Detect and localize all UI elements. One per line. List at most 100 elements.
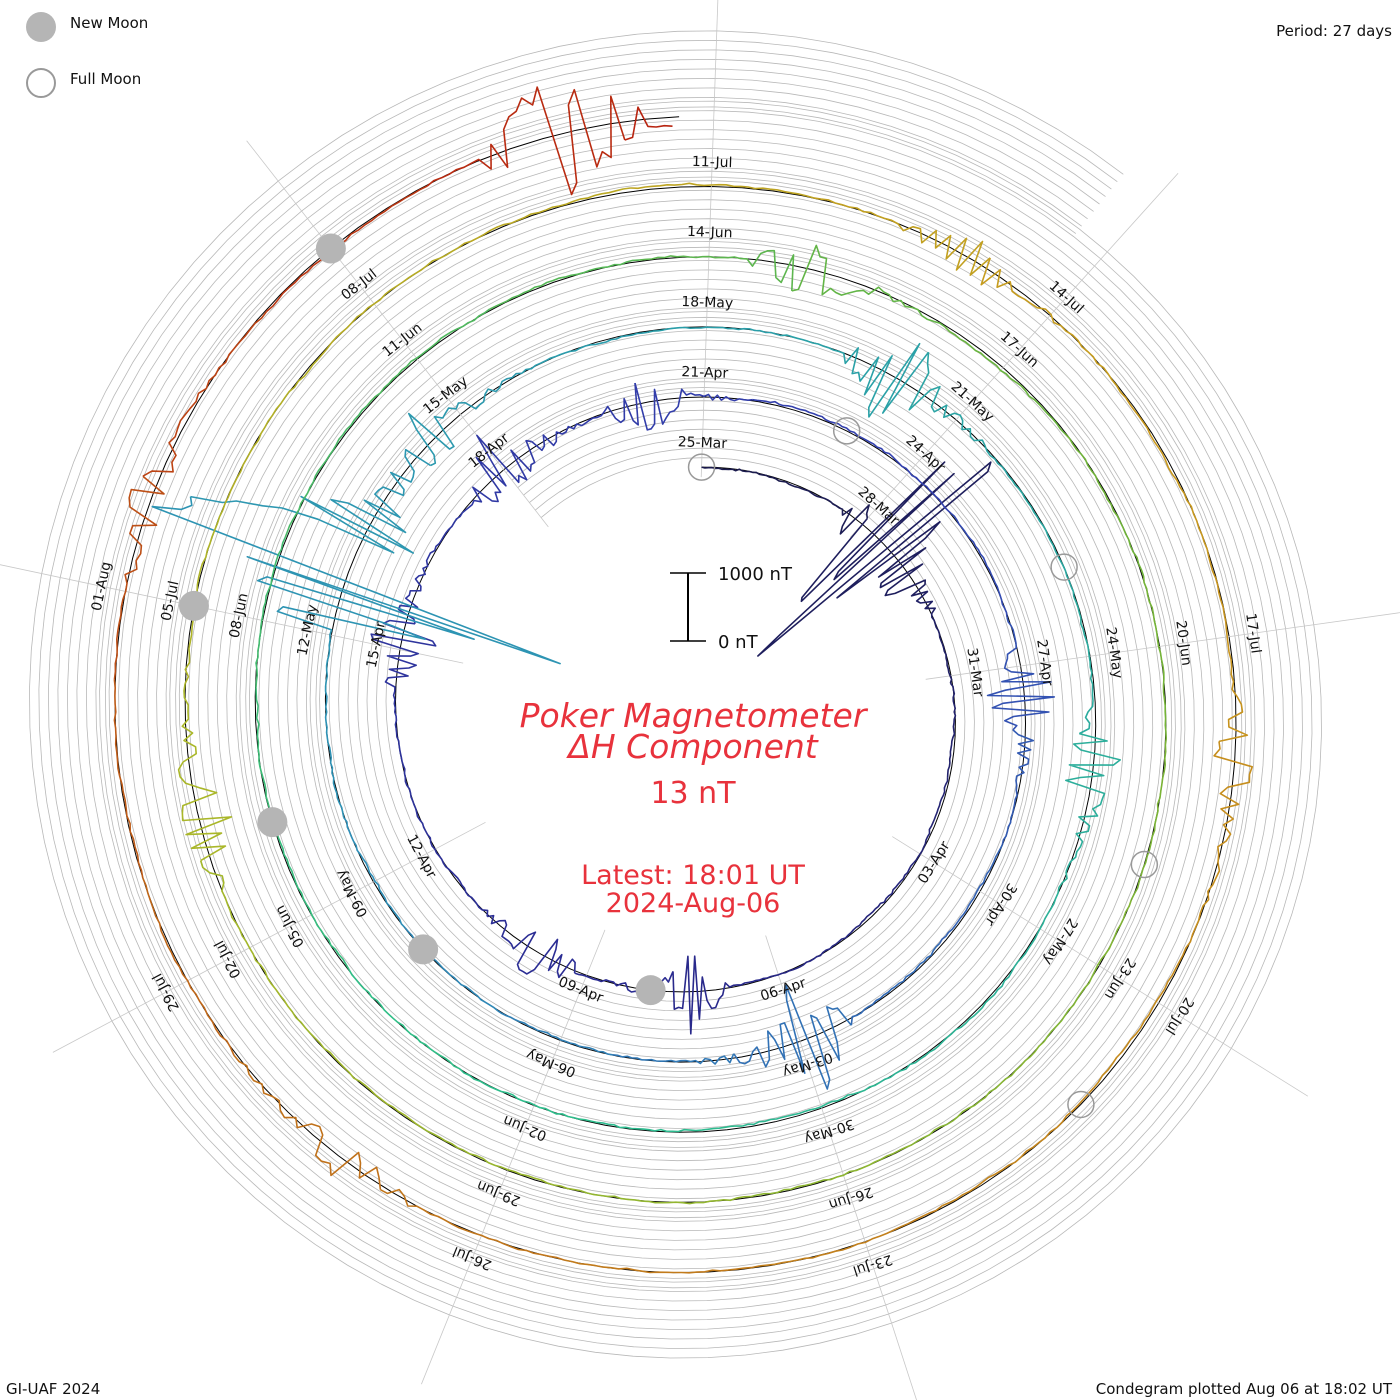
date-label: 30-May — [802, 1115, 856, 1146]
trace-segment-34 — [521, 331, 648, 374]
trace-segment-64 — [291, 1011, 422, 1128]
date-label: 15-Apr — [364, 620, 389, 669]
date-label: 24-May — [1102, 626, 1125, 680]
spoke-6 — [52, 821, 486, 1053]
date-label: 06-May — [524, 1046, 578, 1080]
trace-segment-83 — [142, 877, 235, 1056]
date-label: 17-Jun — [997, 329, 1042, 371]
date-label: 21-Apr — [681, 364, 729, 382]
date-label: 02-Jul — [212, 938, 245, 981]
trace-segment-30 — [324, 691, 345, 818]
trace-segment-89 — [624, 106, 673, 141]
trace-segment-56 — [1064, 433, 1145, 577]
period-label: Period: 27 days — [1276, 22, 1392, 40]
date-label: 29-Jun — [475, 1177, 523, 1209]
spoke-3 — [892, 836, 1309, 1097]
trace-segment-14 — [397, 522, 455, 625]
trace-segment-80 — [564, 1259, 760, 1274]
trace-segment-16 — [531, 383, 639, 452]
plotted-label: Condegram plotted Aug 06 at 18:02 UT — [1095, 1380, 1392, 1398]
trace-segment-49 — [255, 536, 287, 688]
trace-segment-7 — [766, 931, 852, 979]
trace-segment-19 — [861, 436, 952, 514]
chart-title-line2: ΔH Component — [565, 727, 819, 766]
trace-segment-33 — [408, 372, 522, 467]
trace-segment-32 — [190, 448, 431, 554]
grid-spiral-9 — [29, 30, 1322, 1359]
grid-spiral-3 — [85, 87, 1265, 1302]
trace-segment-50 — [284, 405, 368, 538]
grid-spiral-8 — [38, 39, 1313, 1349]
trace-segment-25 — [733, 984, 852, 1090]
trace-segment-6 — [850, 862, 915, 934]
full-moon-marker-4 — [1067, 1090, 1095, 1119]
spoke-5 — [421, 929, 606, 1385]
date-label: 11-Jul — [692, 154, 733, 171]
trace-segment-57 — [1142, 575, 1167, 739]
trace-segment-31 — [151, 496, 561, 692]
trace-segment-65 — [199, 860, 293, 1013]
date-label: 02-Jun — [501, 1112, 549, 1144]
trace-segment-36 — [781, 334, 930, 418]
trace-segment-47 — [277, 836, 350, 970]
trace-segment-18 — [752, 398, 863, 439]
trace-segment-77 — [1092, 927, 1197, 1089]
trace-segment-4 — [946, 682, 957, 778]
date-label: 05-Jul — [158, 579, 182, 622]
full-moon-marker-2 — [1050, 553, 1078, 581]
full-moon-label: Full Moon — [70, 70, 142, 88]
spoke-1 — [849, 172, 1179, 538]
new-moon-marker-0 — [635, 975, 666, 1006]
trace-segment-55 — [944, 326, 1066, 435]
trace-segment-74 — [1119, 391, 1210, 557]
new-moon-marker-1 — [408, 934, 439, 965]
date-label: 29-Jul — [150, 970, 183, 1013]
trace-segment-51 — [366, 308, 490, 407]
trace-segment-24 — [850, 942, 941, 1026]
trace-segment-88 — [426, 86, 626, 196]
trace-segment-52 — [489, 259, 640, 310]
spoke-4 — [765, 935, 917, 1400]
trace-segment-35 — [647, 326, 782, 337]
trace-segment-37 — [908, 352, 1010, 477]
trace-segment-73 — [980, 257, 1122, 393]
date-label: 25-Mar — [677, 434, 727, 452]
date-label: 17-Jul — [1242, 612, 1263, 654]
date-label: 14-Jun — [687, 224, 733, 242]
trace-segment-26 — [612, 1053, 735, 1065]
trace-segment-8 — [672, 955, 768, 1035]
trace-segment-54 — [791, 244, 946, 328]
current-value: 13 nT — [650, 776, 736, 811]
trace-segment-40 — [1065, 732, 1121, 873]
trace-segment-11 — [424, 830, 489, 917]
trace-segment-41 — [993, 871, 1068, 996]
date-label: 30-Apr — [981, 880, 1019, 928]
trace-segment-66 — [177, 683, 233, 862]
latest-time: Latest: 18:01 UT — [581, 860, 805, 891]
date-label: 31-Mar — [963, 647, 986, 698]
trace-segment-86 — [142, 311, 268, 477]
date-label: 28-Mar — [855, 484, 903, 529]
spoke-7 — [0, 564, 464, 664]
new-moon-marker-4 — [315, 233, 346, 264]
trace-segment-59 — [1043, 899, 1133, 1043]
chart-title-line1: Poker Magnetometer — [520, 696, 869, 735]
trace-segment-5 — [912, 777, 949, 864]
trace-segment-62 — [580, 1189, 751, 1205]
date-label: 12-Apr — [403, 832, 439, 881]
date-label: 27-Apr — [1033, 638, 1055, 687]
trace-segment-21 — [986, 617, 1056, 731]
trace-segment-45 — [459, 1068, 597, 1124]
full-moon-marker-1 — [832, 417, 861, 445]
trace-segment-68 — [221, 359, 319, 511]
trace-segment-39 — [1073, 596, 1094, 735]
trace-segment-46 — [348, 969, 460, 1070]
trace-segment-0 — [701, 466, 787, 483]
date-label: 23-Jun — [1101, 955, 1139, 1002]
trace-segment-71 — [630, 182, 814, 199]
date-label: 26-Jul — [451, 1243, 495, 1273]
trace-segment-27 — [497, 1010, 613, 1056]
